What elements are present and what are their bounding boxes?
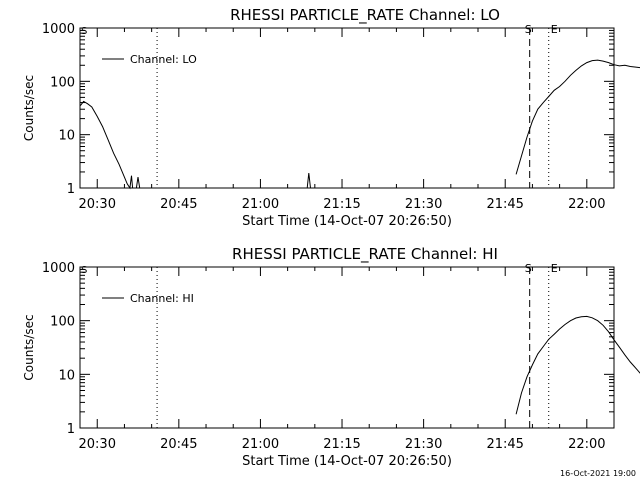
plot-frame <box>79 266 615 429</box>
x-tick-label: 21:15 <box>323 197 360 212</box>
panel-hi: RHESSI PARTICLE_RATE Channel: HI Counts/s… <box>22 245 640 469</box>
marker-label-s: S <box>525 262 532 275</box>
frame-s-label: S <box>81 26 87 37</box>
x-tick-label: 21:00 <box>242 197 279 212</box>
x-tick-label: 21:00 <box>242 437 279 452</box>
plot-frame <box>79 27 615 189</box>
y-axis-label: Counts/sec <box>22 75 36 141</box>
x-tick-label: 22:00 <box>568 197 605 212</box>
x-tick-label: 21:30 <box>405 197 442 212</box>
x-tick-label: 21:15 <box>323 437 360 452</box>
y-tick-label: 100 <box>50 315 75 330</box>
marker-label-s: S <box>525 23 532 36</box>
series-line <box>80 100 141 190</box>
x-tick-label: 20:30 <box>79 437 116 452</box>
y-tick-label: 1 <box>67 182 75 197</box>
legend-label: Channel: HI <box>130 292 194 305</box>
x-tick-label: 22:00 <box>568 437 605 452</box>
frame-s-label: S <box>81 265 87 276</box>
y-axis-label: Counts/sec <box>22 314 36 380</box>
x-tick-label: 21:45 <box>486 197 523 212</box>
marker-label-e: E <box>551 23 558 36</box>
series-line <box>515 59 640 175</box>
y-tick-label: 10 <box>58 368 75 383</box>
marker-label-e: E <box>551 262 558 275</box>
footer-timestamp: 16-Oct-2021 19:00 <box>560 469 636 478</box>
chart-title: RHESSI PARTICLE_RATE Channel: LO <box>230 6 500 25</box>
panel-lo: RHESSI PARTICLE_RATE Channel: LO Counts/s… <box>22 6 640 229</box>
x-axis-label: Start Time (14-Oct-07 20:26:50) <box>242 214 452 229</box>
x-tick-label: 20:45 <box>160 437 197 452</box>
x-axis-label: Start Time (14-Oct-07 20:26:50) <box>242 454 452 469</box>
x-tick-label: 21:30 <box>405 437 442 452</box>
x-tick-label: 20:30 <box>79 197 116 212</box>
x-tick-label: 21:45 <box>486 437 523 452</box>
chart-title: RHESSI PARTICLE_RATE Channel: HI <box>232 245 498 264</box>
y-tick-label: 10 <box>58 129 75 144</box>
y-tick-label: 1 <box>67 422 75 437</box>
series-line <box>515 315 640 415</box>
y-tick-label: 100 <box>50 75 75 90</box>
y-tick-label: 1000 <box>42 261 75 276</box>
series-line <box>282 173 326 189</box>
x-tick-label: 20:45 <box>160 197 197 212</box>
legend-label: Channel: LO <box>130 53 197 66</box>
y-tick-label: 1000 <box>42 22 75 37</box>
